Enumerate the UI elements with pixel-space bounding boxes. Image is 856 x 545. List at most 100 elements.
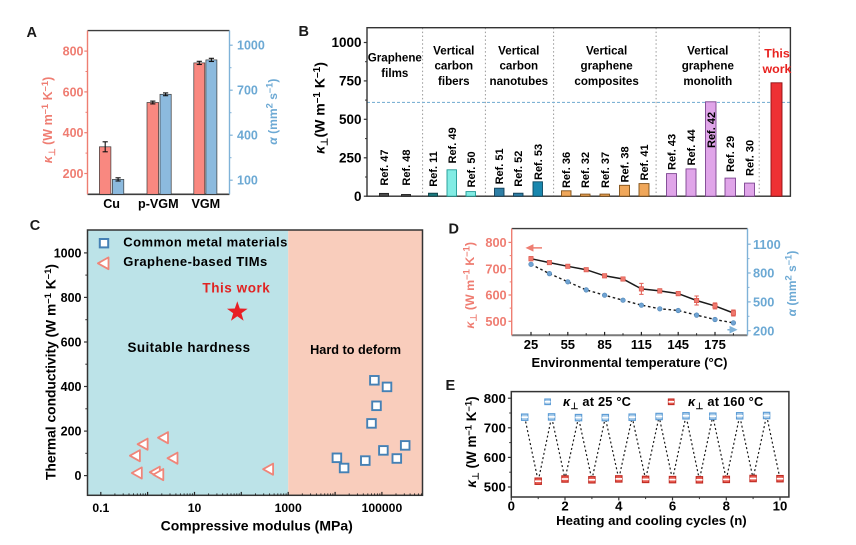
svg-text:Ref. 36: Ref. 36 [561, 152, 573, 188]
svg-text:VGM: VGM [191, 197, 220, 211]
svg-text:κ⊥​ (W m–1​ K–1​): κ⊥​ (W m–1​ K–1​) [464, 396, 481, 487]
svg-text:composites: composites [574, 75, 638, 88]
svg-text:200: 200 [61, 425, 82, 439]
svg-text:700: 700 [485, 261, 506, 276]
svg-text:Ref. 42: Ref. 42 [706, 112, 718, 148]
svg-text:Ref. 41: Ref. 41 [639, 144, 651, 180]
svg-text:100: 100 [237, 174, 258, 188]
svg-text:0: 0 [354, 189, 362, 204]
svg-text:Vertical: Vertical [586, 44, 627, 57]
svg-text:κ⊥​(W m–1​ K–1​): κ⊥​(W m–1​ K–1​) [312, 62, 331, 154]
svg-text:This work: This work [202, 280, 270, 295]
svg-text:8: 8 [723, 499, 730, 514]
svg-text:Vertical: Vertical [498, 44, 539, 57]
svg-text:κ⊥​ at 160 °C: κ⊥​ at 160 °C [688, 394, 763, 411]
svg-text:nanotubes: nanotubes [489, 75, 548, 88]
svg-text:films: films [381, 67, 408, 80]
svg-text:Ref. 50: Ref. 50 [466, 151, 478, 187]
svg-text:Heating and cooling cycles (n): Heating and cooling cycles (n) [556, 513, 747, 528]
svg-text:Ref. 53: Ref. 53 [533, 144, 545, 180]
svg-text:2: 2 [561, 499, 568, 514]
svg-text:monolith: monolith [683, 75, 732, 88]
svg-text:250: 250 [339, 150, 362, 165]
svg-text:400: 400 [61, 380, 82, 394]
svg-text:p-VGM: p-VGM [138, 197, 179, 211]
svg-text:A: A [27, 25, 38, 41]
svg-text:800: 800 [63, 45, 84, 59]
svg-text:700: 700 [237, 84, 258, 98]
svg-text:Cu: Cu [103, 197, 120, 211]
svg-text:Ref. 11: Ref. 11 [428, 151, 440, 186]
svg-text:Graphene: Graphene [368, 52, 423, 65]
svg-text:Ref. 32: Ref. 32 [580, 152, 592, 188]
svg-text:175: 175 [704, 337, 726, 352]
svg-text:carbon: carbon [434, 60, 473, 73]
svg-text:25: 25 [524, 337, 538, 352]
svg-text:10: 10 [773, 499, 788, 514]
svg-text:800: 800 [753, 266, 774, 281]
svg-text:400: 400 [237, 129, 258, 143]
svg-text:1000: 1000 [331, 35, 361, 50]
svg-text:1000: 1000 [275, 501, 302, 515]
svg-text:0: 0 [508, 499, 515, 514]
svg-text:800: 800 [484, 391, 506, 406]
svg-text:85: 85 [597, 337, 611, 352]
svg-text:600: 600 [61, 336, 82, 350]
svg-text:10: 10 [188, 501, 202, 515]
svg-text:Ref. 52: Ref. 52 [513, 151, 525, 187]
svg-text:Compressive modulus (MPa): Compressive modulus (MPa) [161, 518, 353, 534]
svg-text:700: 700 [484, 421, 506, 436]
svg-text:fibers: fibers [438, 75, 470, 88]
svg-text:500: 500 [339, 112, 362, 127]
svg-text:600: 600 [63, 85, 84, 99]
svg-text:α (mm2​ s–1​): α (mm2​ s–1​) [784, 251, 799, 317]
svg-text:work: work [762, 62, 792, 76]
svg-text:115: 115 [631, 337, 652, 352]
svg-text:Ref. 44: Ref. 44 [686, 129, 698, 166]
svg-text:800: 800 [485, 235, 506, 250]
svg-text:α (mm2​ s–1​): α (mm2​ s–1​) [264, 79, 280, 145]
svg-text:Ref. 51: Ref. 51 [494, 148, 506, 184]
svg-text:carbon: carbon [499, 60, 538, 73]
svg-text:Vertical: Vertical [687, 44, 728, 57]
svg-text:Ref. 43: Ref. 43 [667, 134, 679, 170]
svg-text:graphene: graphene [581, 60, 634, 73]
svg-text:Ref. 49: Ref. 49 [447, 127, 459, 163]
svg-text:600: 600 [485, 288, 506, 303]
svg-text:0: 0 [75, 469, 82, 483]
svg-text:55: 55 [561, 337, 575, 352]
svg-text:4: 4 [615, 499, 623, 514]
svg-text:Ref. 29: Ref. 29 [725, 136, 737, 172]
svg-text:145: 145 [667, 337, 689, 352]
svg-text:κ⊥​ (W m–1​ K–1​): κ⊥​ (W m–1​ K–1​) [39, 77, 57, 164]
svg-text:200: 200 [753, 323, 774, 338]
svg-text:E: E [446, 378, 456, 394]
svg-text:600: 600 [484, 450, 506, 465]
svg-text:Ref. 48: Ref. 48 [401, 150, 413, 186]
svg-text:κ⊥​ (W m–1​ K–1​): κ⊥​ (W m–1​ K–1​) [462, 242, 479, 329]
svg-text:800: 800 [61, 291, 82, 305]
svg-text:200: 200 [63, 167, 84, 181]
svg-text:graphene: graphene [682, 60, 735, 73]
svg-text:κ⊥​ at 25 °C: κ⊥​ at 25 °C [563, 394, 631, 411]
svg-text:Thermal conductivity (W m–1​: Thermal conductivity (W m–1​ K–1​) [43, 264, 58, 480]
svg-text:Ref. 37: Ref. 37 [600, 152, 612, 188]
svg-text:C: C [30, 218, 41, 234]
svg-text:750: 750 [339, 74, 362, 89]
svg-text:Vertical: Vertical [433, 44, 474, 57]
svg-text:Ref. 38: Ref. 38 [620, 146, 632, 182]
svg-text:D: D [449, 222, 459, 238]
svg-text:Ref. 30: Ref. 30 [745, 140, 757, 176]
svg-text:400: 400 [63, 126, 84, 140]
svg-text:Common metal materials: Common metal materials [123, 235, 288, 250]
svg-text:This: This [764, 47, 790, 61]
svg-text:6: 6 [669, 499, 676, 514]
svg-text:Environmental temperature (°C): Environmental temperature (°C) [532, 355, 728, 370]
svg-text:Suitable hardness: Suitable hardness [128, 340, 251, 355]
svg-text:Graphene-based TIMs: Graphene-based TIMs [123, 254, 267, 269]
svg-text:100000: 100000 [362, 501, 403, 515]
svg-text:1000: 1000 [237, 39, 265, 53]
svg-text:1100: 1100 [753, 237, 781, 252]
svg-text:Ref. 47: Ref. 47 [379, 150, 391, 186]
svg-text:500: 500 [753, 295, 774, 310]
